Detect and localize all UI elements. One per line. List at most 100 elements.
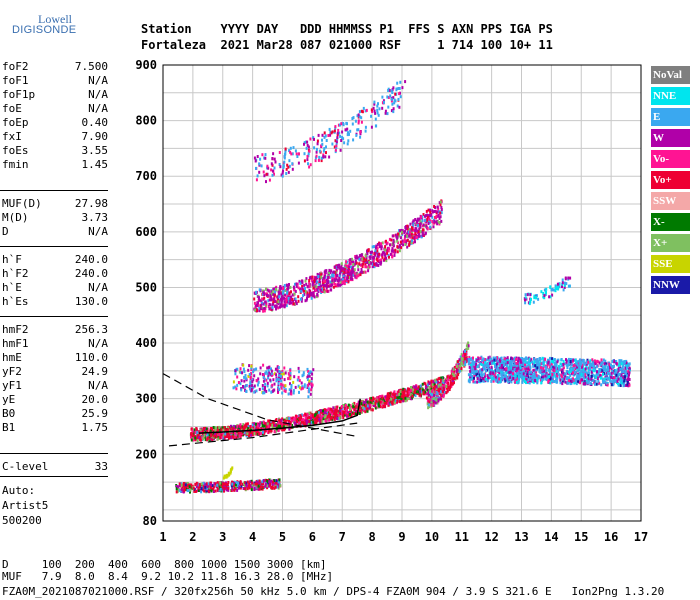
echo-point: [328, 418, 330, 422]
echo-point: [258, 481, 261, 485]
echo-point: [417, 390, 420, 394]
echo-point: [479, 373, 482, 377]
echo-point: [314, 412, 317, 416]
echo-point: [262, 479, 265, 483]
echo-point: [424, 390, 427, 394]
echo-point: [384, 399, 387, 403]
echo-point: [245, 483, 248, 487]
echo-point: [510, 357, 513, 361]
echo-point: [315, 420, 318, 424]
echo-point: [263, 424, 266, 428]
echo-point: [195, 436, 198, 440]
echo-point: [398, 399, 401, 403]
echo-point: [286, 291, 289, 295]
echo-point: [193, 434, 196, 438]
echo-point: [219, 436, 222, 439]
echo-point: [547, 358, 549, 362]
echo-point: [535, 378, 538, 382]
echo-point: [326, 408, 329, 412]
echo-point: [520, 360, 522, 364]
echo-point: [427, 219, 430, 223]
echo-point: [261, 297, 264, 301]
echo-point: [223, 485, 226, 489]
echo-point: [295, 282, 298, 286]
echo-point: [408, 390, 411, 394]
echo-point: [271, 305, 274, 309]
echo-point: [429, 210, 432, 214]
echo-point: [397, 241, 400, 245]
echo-point: [401, 390, 404, 394]
echo-point: [556, 380, 559, 384]
logo-line1: Lowell: [38, 12, 72, 26]
echo-point: [483, 375, 486, 379]
echo-point: [288, 417, 291, 420]
echo-point: [549, 364, 552, 368]
echo-point: [231, 480, 233, 484]
echo-point: [220, 436, 223, 440]
echo-point: [582, 367, 585, 371]
echo-point: [490, 359, 493, 363]
echo-point: [211, 438, 214, 442]
echo-point: [396, 235, 399, 239]
echo-point: [239, 423, 242, 427]
echo-point: [563, 377, 566, 381]
echo-point: [602, 369, 605, 373]
echo-point: [551, 379, 554, 383]
echo-point: [344, 411, 347, 415]
echo-point: [324, 414, 327, 418]
echo-point: [456, 368, 459, 372]
echo-point: [271, 426, 274, 430]
echo-point: [342, 416, 345, 420]
echo-point: [198, 483, 201, 487]
echo-point: [438, 389, 440, 393]
echo-point: [369, 401, 372, 405]
echo-point: [413, 236, 416, 240]
echo-point: [329, 275, 332, 279]
echo-point: [521, 357, 524, 361]
echo-point: [528, 357, 531, 361]
echo-point: [277, 480, 280, 484]
echo-point: [377, 260, 380, 263]
echo-point: [342, 277, 344, 281]
echo-point: [595, 375, 598, 379]
echo-point: [559, 381, 562, 385]
echo-point: [547, 380, 550, 384]
echo-point: [348, 261, 351, 265]
echo-point: [353, 272, 356, 276]
echo-point: [549, 356, 551, 360]
echo-point: [380, 260, 383, 264]
echo-point: [400, 396, 403, 400]
echo-point: [608, 362, 611, 366]
echo-point: [379, 405, 382, 408]
echo-point: [395, 235, 398, 239]
echo-point: [293, 286, 296, 290]
echo-point: [429, 381, 431, 385]
echo-point: [547, 360, 550, 364]
echo-point: [349, 408, 351, 411]
echo-point: [608, 377, 611, 381]
echo-point: [199, 435, 202, 439]
echo-point: [359, 409, 361, 413]
echo-point: [524, 363, 526, 367]
echo-point: [586, 380, 589, 384]
echo-point: [358, 406, 361, 410]
echo-point: [338, 266, 341, 270]
echo-point: [345, 279, 348, 282]
echo-point: [397, 245, 400, 249]
echo-point: [481, 358, 484, 362]
echo-point: [305, 419, 308, 423]
echo-point: [194, 483, 197, 486]
echo-point: [525, 365, 528, 369]
echo-point: [229, 469, 232, 473]
echo-point: [396, 400, 399, 403]
echo-point: [539, 363, 542, 367]
echo-point: [383, 251, 386, 255]
echo-point: [411, 239, 414, 243]
echo-point: [313, 280, 315, 284]
echo-point: [500, 364, 503, 367]
echo-point: [275, 307, 277, 311]
echo-point: [540, 368, 542, 372]
echo-point: [566, 376, 569, 379]
echo-point: [424, 214, 426, 218]
echo-point: [552, 360, 555, 364]
